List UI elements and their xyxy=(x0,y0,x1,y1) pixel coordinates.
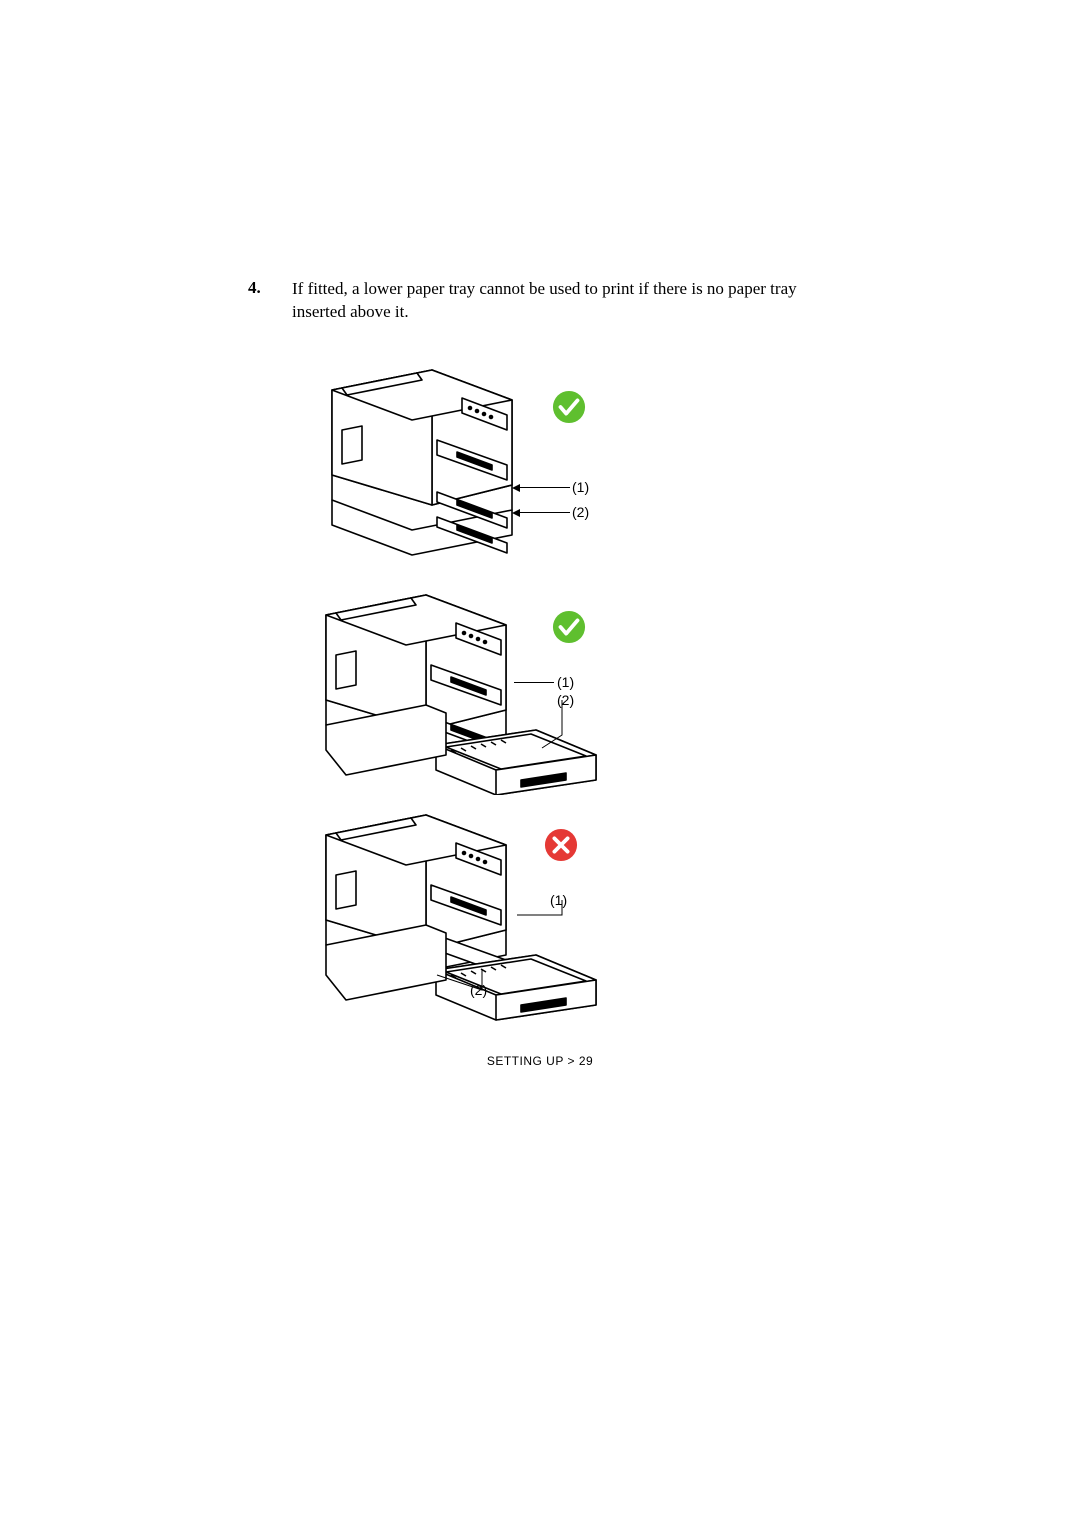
page-footer: SETTING UP > 29 xyxy=(0,1054,1080,1068)
callout-label: (2) xyxy=(572,504,589,520)
footer-separator: > xyxy=(567,1054,575,1068)
check-icon xyxy=(552,610,586,644)
printer-diagram-1 xyxy=(312,330,532,560)
footer-page: 29 xyxy=(579,1054,593,1068)
callout-label: (1) xyxy=(550,892,567,908)
step-number: 4. xyxy=(248,278,268,324)
callout-label: (1) xyxy=(557,674,574,690)
callout-label: (2) xyxy=(557,692,574,708)
check-icon xyxy=(552,390,586,424)
cross-icon xyxy=(544,828,578,862)
figure-area: (1) (2) xyxy=(312,330,612,1000)
step-text: If fitted, a lower paper tray cannot be … xyxy=(292,278,828,324)
footer-section: SETTING UP xyxy=(487,1054,564,1068)
callout-label: (1) xyxy=(572,479,589,495)
callout-label: (2) xyxy=(470,982,487,998)
step-row: 4. If fitted, a lower paper tray cannot … xyxy=(248,278,828,324)
